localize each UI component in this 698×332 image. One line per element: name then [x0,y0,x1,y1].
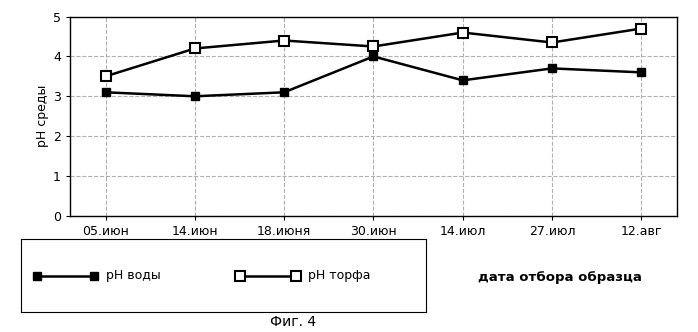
Text: Фиг. 4: Фиг. 4 [270,315,316,329]
Text: дата отбора образца: дата отбора образца [478,271,642,284]
Y-axis label: pH среды: pH среды [36,85,49,147]
Text: pH торфа: pH торфа [309,269,371,282]
Text: pH воды: pH воды [106,269,161,282]
